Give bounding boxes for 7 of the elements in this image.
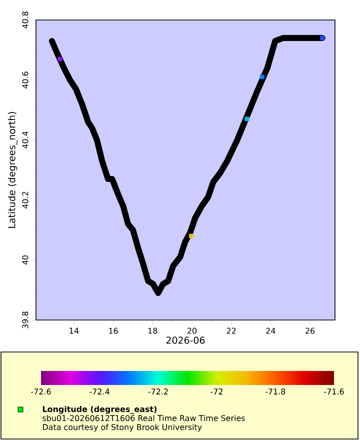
point <box>58 56 62 62</box>
point <box>244 116 250 122</box>
x-axis-title: 2026-06 <box>166 336 205 344</box>
point <box>320 36 325 40</box>
point <box>189 234 194 238</box>
point <box>260 74 264 80</box>
y-axis-title: Latitude (degrees_north) <box>8 112 18 228</box>
